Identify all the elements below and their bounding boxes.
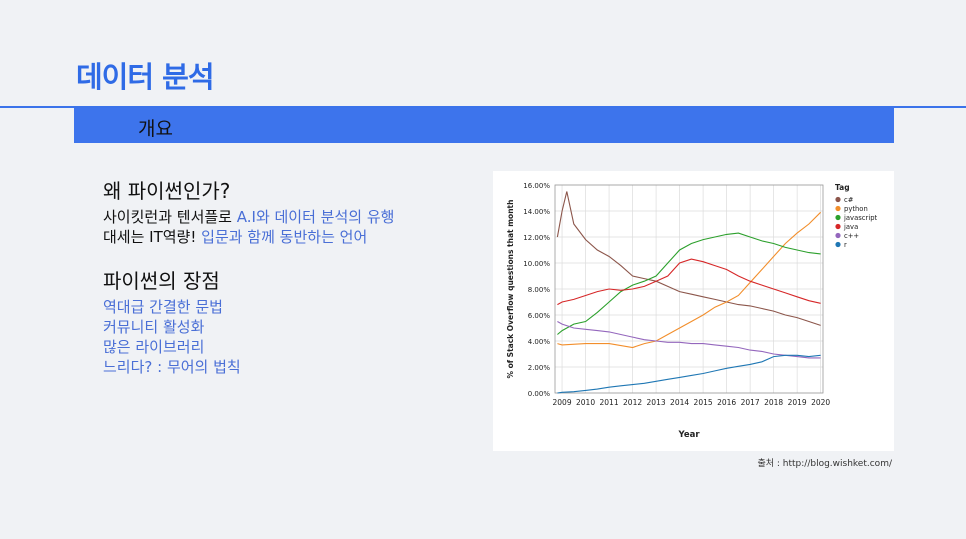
y-tick-label: 12.00% (523, 234, 550, 242)
x-tick-label: 2012 (623, 398, 642, 407)
y-tick-label: 8.00% (528, 286, 551, 294)
legend-entry: r (844, 241, 847, 249)
section-title: 개요 (138, 118, 173, 140)
x-tick-label: 2019 (788, 398, 807, 407)
advantage-item: 느리다? : 무어의 법칙 (103, 358, 241, 376)
plot-frame (554, 184, 824, 394)
why-python-line-2-accent: 입문과 함께 동반하는 언어 (201, 228, 368, 246)
x-tick-label: 2015 (694, 398, 713, 407)
x-tick-label: 2020 (811, 398, 830, 407)
title-divider (0, 106, 966, 108)
slide-title: 데이터 분석 (76, 60, 214, 94)
y-tick-label: 6.00% (528, 312, 551, 320)
y-tick-label: 10.00% (523, 260, 550, 268)
why-python-line-1: 사이킷런과 텐서플로 A.I와 데이터 분석의 유행 (103, 207, 394, 227)
x-tick-label: 2013 (647, 398, 666, 407)
legend-entry: python (844, 205, 868, 213)
x-tick-label: 2010 (576, 398, 595, 407)
legend-entry: c# (844, 196, 854, 204)
legend-swatch (835, 241, 841, 248)
advantage-item: 역대급 간결한 문법 (103, 298, 223, 316)
series-line-r (557, 354, 821, 394)
source-credit: 출처 : http://blog.wishket.com/ (757, 459, 892, 469)
legend-entry: c++ (844, 232, 859, 240)
section-bar: 개요 (74, 108, 894, 143)
advantage-item: 커뮤니티 활성화 (103, 318, 205, 336)
legend-entry: java (843, 223, 858, 231)
y-tick-label: 4.00% (528, 338, 551, 346)
x-tick-label: 2018 (764, 398, 783, 407)
why-python-heading: 왜 파이썬인가? (103, 179, 231, 203)
y-tick-label: 14.00% (523, 208, 550, 216)
series-line-cx (556, 191, 821, 326)
why-python-line-2-plain: 대세는 IT역량! (103, 228, 202, 246)
legend-swatch (835, 223, 841, 230)
x-tick-label: 2017 (741, 398, 760, 407)
why-python-block: 왜 파이썬인가? 사이킷런과 텐서플로 A.I와 데이터 분석의 유행 대세는 … (103, 175, 394, 247)
chart-card: 0.00% 2.00% 4.00% 6.00% 8.00% 10.00% 12.00% 14.… (493, 171, 894, 451)
series-line-java (557, 258, 821, 306)
legend-title: Tag (835, 183, 850, 192)
y-tick-label: 16.00% (523, 182, 550, 190)
python-advantages-heading: 파이썬의 장점 (103, 269, 220, 293)
x-axis-label: Year (677, 430, 700, 440)
legend-swatch (835, 232, 841, 239)
why-python-line-1-plain: 사이킷런과 텐서플로 (103, 208, 237, 226)
legend-swatch (835, 196, 841, 203)
stackoverflow-trend-chart: 0.00% 2.00% 4.00% 6.00% 8.00% 10.00% 12.00% 14.… (506, 182, 878, 440)
y-tick-label: 0.00% (528, 390, 551, 398)
x-tick-label: 2016 (717, 398, 736, 407)
python-advantages-block: 파이썬의 장점 역대급 간결한 문법 커뮤니티 활성화 많은 라이브러리 느리다… (103, 265, 241, 377)
series-line-javascript (557, 232, 821, 335)
x-tick-label: 2011 (600, 398, 619, 407)
advantage-item: 많은 라이브러리 (103, 338, 205, 356)
why-python-line-1-accent: A.I와 데이터 분석의 유행 (236, 208, 395, 226)
series-line-python (557, 211, 821, 349)
legend-swatch (835, 205, 841, 212)
legend-entry: javascript (843, 214, 878, 222)
x-tick-label: 2014 (670, 398, 689, 407)
legend-swatch (835, 214, 841, 221)
y-axis-label: % of Stack Overflow questions that month (506, 200, 515, 379)
y-tick-label: 2.00% (528, 364, 551, 372)
series-line-cxx (557, 321, 821, 359)
why-python-line-2: 대세는 IT역량! 입문과 함께 동반하는 언어 (103, 227, 394, 247)
x-tick-label: 2009 (553, 398, 572, 407)
